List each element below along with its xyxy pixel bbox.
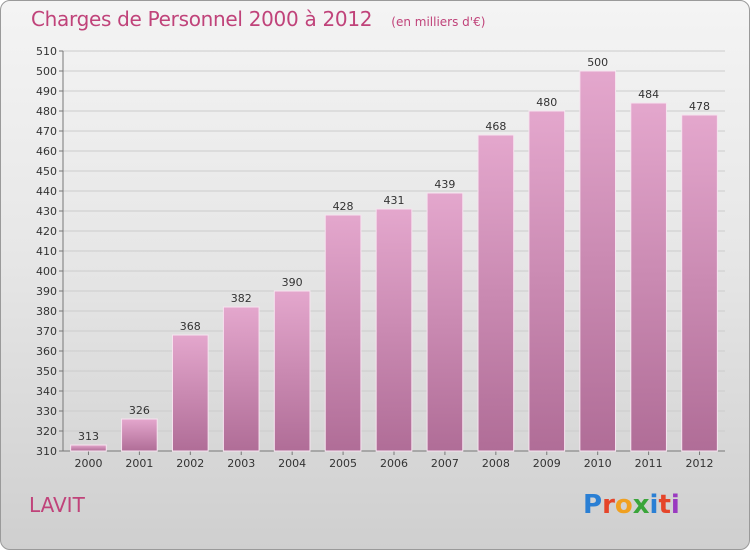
y-tick-label: 490 [36, 85, 57, 98]
bar-2002 [171, 334, 209, 452]
bar-2007 [426, 192, 464, 452]
bar-2012 [681, 114, 718, 452]
bar-2000 [70, 444, 107, 452]
bar-2009 [528, 110, 566, 452]
proxiti-logo: Proxiti [583, 490, 680, 520]
logo-letter: P [583, 490, 603, 520]
y-tick-label: 460 [36, 145, 57, 158]
x-tick-label: 2000 [74, 457, 102, 470]
value-label: 390 [282, 276, 303, 289]
title-row: Charges de Personnel 2000 à 2012 (en mil… [31, 7, 485, 31]
y-tick-label: 510 [36, 45, 57, 58]
logo-letter: x [632, 490, 650, 520]
value-label: 326 [129, 404, 150, 417]
logo-letter: o [614, 490, 633, 520]
bar-2005 [324, 214, 362, 452]
y-tick-label: 470 [36, 125, 57, 138]
value-label: 500 [587, 56, 608, 69]
x-tick-label: 2008 [482, 457, 510, 470]
value-label: 478 [689, 100, 710, 113]
bar-layer [70, 70, 718, 452]
value-label: 428 [333, 200, 354, 213]
value-label: 439 [434, 178, 455, 191]
value-label: 313 [78, 430, 99, 443]
value-label: 468 [485, 120, 506, 133]
y-tick-label: 360 [36, 345, 57, 358]
chart-subtitle: (en milliers d'€) [391, 15, 486, 29]
x-tick-label: 2005 [329, 457, 357, 470]
bar-2004 [273, 290, 311, 452]
value-label: 484 [638, 88, 659, 101]
y-tick-label: 440 [36, 185, 57, 198]
logo-letter: i [649, 490, 659, 520]
y-tick-label: 390 [36, 285, 57, 298]
value-label: 368 [180, 320, 201, 333]
y-tick-label: 500 [36, 65, 57, 78]
bar-2003 [222, 306, 260, 452]
value-label: 382 [231, 292, 252, 305]
y-tick-label: 410 [36, 245, 57, 258]
logo-letter: t [658, 490, 671, 520]
x-tick-label: 2002 [176, 457, 204, 470]
x-tick-label: 2003 [227, 457, 255, 470]
bar-2010 [579, 70, 617, 452]
bar-2008 [477, 134, 515, 452]
bar-2006 [375, 208, 413, 452]
y-tick-label: 400 [36, 265, 57, 278]
y-tick-label: 320 [36, 425, 57, 438]
x-tick-label: 2010 [584, 457, 612, 470]
value-label: 431 [384, 194, 405, 207]
bar-2001 [121, 418, 158, 452]
x-tick-label: 2007 [431, 457, 459, 470]
x-tick-label: 2006 [380, 457, 408, 470]
value-label: 480 [536, 96, 557, 109]
logo-letter: i [670, 490, 680, 520]
y-tick-label: 480 [36, 105, 57, 118]
x-tick-label: 2009 [533, 457, 561, 470]
y-tick-label: 330 [36, 405, 57, 418]
x-tick-label: 2011 [635, 457, 663, 470]
y-tick-label: 370 [36, 325, 57, 338]
x-tick-label: 2001 [125, 457, 153, 470]
y-tick-label: 450 [36, 165, 57, 178]
y-tick-label: 350 [36, 365, 57, 378]
label-layer: 313 326 368 382 390 428 431 439 468 480 500 484 478 [78, 56, 710, 443]
y-tick-label: 420 [36, 225, 57, 238]
chart-title: Charges de Personnel 2000 à 2012 [31, 7, 373, 31]
x-tick-label: 2012 [686, 457, 714, 470]
y-tick-label: 340 [36, 385, 57, 398]
bar-2011 [630, 102, 667, 452]
commune-name: LAVIT [29, 493, 85, 517]
logo-letter: r [602, 490, 615, 520]
y-tick-label: 310 [36, 445, 57, 458]
y-tick-label: 380 [36, 305, 57, 318]
x-tick-label: 2004 [278, 457, 306, 470]
y-tick-label: 430 [36, 205, 57, 218]
